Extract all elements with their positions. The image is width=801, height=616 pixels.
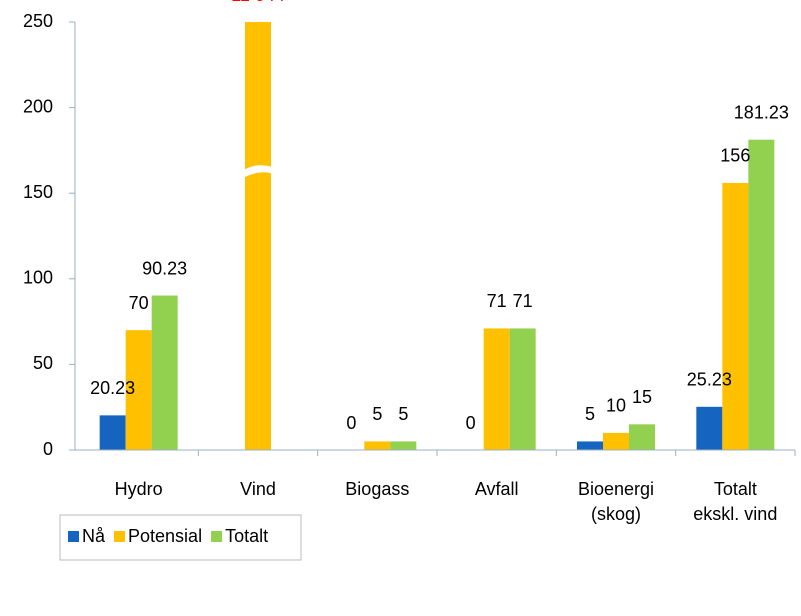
value-label: 70 <box>129 293 149 313</box>
x-tick-label: Hydro <box>115 479 163 499</box>
value-label: 90.23 <box>142 258 187 278</box>
legend-label: Nå <box>82 526 106 546</box>
bar <box>390 441 417 450</box>
value-label: 0 <box>466 413 476 433</box>
bar <box>509 328 536 450</box>
bar <box>577 441 603 450</box>
value-label: 71 <box>513 291 533 311</box>
x-tick-label: (skog) <box>591 504 641 524</box>
bar <box>99 415 126 450</box>
x-tick-label: Totalt <box>714 479 757 499</box>
x-tick-label: Vind <box>240 479 276 499</box>
value-label: 20.23 <box>90 378 135 398</box>
legend-box <box>59 514 302 561</box>
y-tick-label: 50 <box>33 353 53 373</box>
bar <box>364 441 391 450</box>
x-tick-label: ekskl. vind <box>693 504 777 524</box>
legend-label: Potensial <box>128 526 202 546</box>
bar <box>125 330 152 450</box>
value-label: 10 <box>606 396 626 416</box>
bar <box>722 182 749 451</box>
value-label: 5 <box>398 404 408 424</box>
x-tick-label: Bioenergi <box>578 479 654 499</box>
bar <box>151 295 178 450</box>
value-label: 5 <box>372 404 382 424</box>
value-label: 11 044 <box>231 0 285 5</box>
value-label: 71 <box>487 291 507 311</box>
legend-label: Totalt <box>225 526 268 546</box>
bar <box>483 328 510 450</box>
y-tick-label: 200 <box>23 96 53 116</box>
value-label: 25.23 <box>687 370 732 390</box>
y-tick-label: 100 <box>23 268 53 288</box>
y-tick-label: 150 <box>23 182 53 202</box>
value-label: 5 <box>585 404 595 424</box>
value-label: 15 <box>632 387 652 407</box>
value-label: 0 <box>346 413 356 433</box>
y-tick-label: 0 <box>43 439 53 459</box>
legend-swatch <box>114 531 126 542</box>
value-label: 181.23 <box>734 102 789 122</box>
value-label: 156 <box>720 146 750 166</box>
bar <box>629 424 655 450</box>
legend-swatch <box>68 531 79 542</box>
legend-swatch <box>211 531 223 542</box>
bar <box>696 406 723 450</box>
axis-break <box>241 165 275 179</box>
x-tick-label: Avfall <box>475 479 519 499</box>
bar <box>603 432 629 450</box>
x-tick-label: Biogass <box>345 479 409 499</box>
bar <box>245 22 271 450</box>
bar-area <box>99 22 775 451</box>
y-tick-label: 250 <box>23 11 53 31</box>
bar <box>748 139 775 450</box>
